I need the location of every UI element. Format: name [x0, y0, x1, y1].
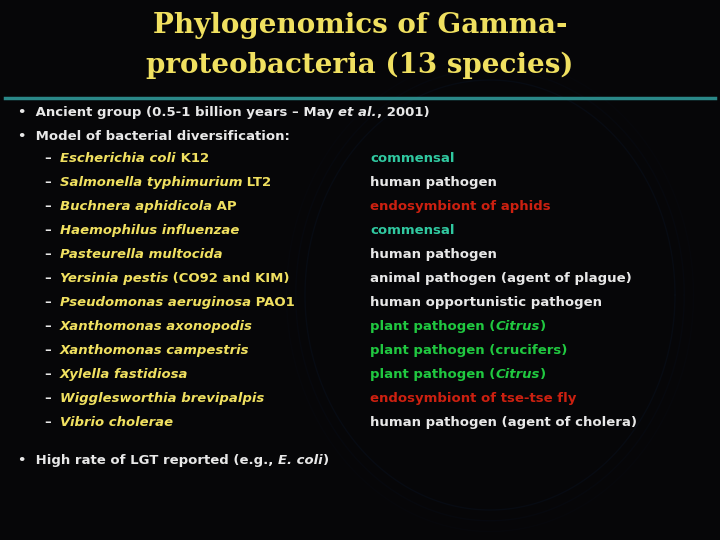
Text: –: –	[44, 368, 50, 381]
Text: E. coli: E. coli	[278, 454, 323, 467]
Text: –: –	[44, 152, 50, 165]
Text: (CO92 and KIM): (CO92 and KIM)	[168, 272, 290, 285]
Text: ): )	[323, 454, 329, 467]
Text: , 2001): , 2001)	[377, 106, 430, 119]
Text: plant pathogen (: plant pathogen (	[370, 320, 495, 333]
Text: LT2: LT2	[243, 176, 271, 189]
Text: Buchnera aphidicola: Buchnera aphidicola	[60, 200, 212, 213]
Text: Xylella fastidiosa: Xylella fastidiosa	[60, 368, 189, 381]
Text: •  Model of bacterial diversification:: • Model of bacterial diversification:	[18, 130, 290, 143]
Text: proteobacteria (13 species): proteobacteria (13 species)	[146, 52, 574, 79]
Text: –: –	[44, 392, 50, 405]
Text: Salmonella typhimurium: Salmonella typhimurium	[60, 176, 243, 189]
Text: plant pathogen (crucifers): plant pathogen (crucifers)	[370, 344, 567, 357]
Text: Citrus: Citrus	[495, 320, 540, 333]
Text: plant pathogen (: plant pathogen (	[370, 368, 495, 381]
Text: Haemophilus influenzae: Haemophilus influenzae	[60, 224, 239, 237]
Text: Yersinia pestis: Yersinia pestis	[60, 272, 168, 285]
Text: human opportunistic pathogen: human opportunistic pathogen	[370, 296, 602, 309]
Text: AP: AP	[212, 200, 237, 213]
Text: human pathogen (agent of cholera): human pathogen (agent of cholera)	[370, 416, 637, 429]
Text: Citrus: Citrus	[495, 368, 540, 381]
Text: human pathogen: human pathogen	[370, 248, 497, 261]
Text: Wigglesworthia brevipalpis: Wigglesworthia brevipalpis	[60, 392, 264, 405]
Text: –: –	[44, 320, 50, 333]
Text: •  Ancient group (0.5-1 billion years – May: • Ancient group (0.5-1 billion years – M…	[18, 106, 338, 119]
Text: –: –	[44, 416, 50, 429]
Text: Escherichia coli: Escherichia coli	[60, 152, 176, 165]
Text: ): )	[540, 320, 546, 333]
Text: –: –	[44, 248, 50, 261]
Text: –: –	[44, 200, 50, 213]
Text: endosymbiont of aphids: endosymbiont of aphids	[370, 200, 551, 213]
Text: –: –	[44, 296, 50, 309]
Text: Xanthomonas campestris: Xanthomonas campestris	[60, 344, 250, 357]
Text: –: –	[44, 344, 50, 357]
Text: commensal: commensal	[370, 224, 454, 237]
Text: K12: K12	[176, 152, 209, 165]
Text: Vibrio cholerae: Vibrio cholerae	[60, 416, 173, 429]
Text: commensal: commensal	[370, 152, 454, 165]
Text: Pseudomonas aeruginosa: Pseudomonas aeruginosa	[60, 296, 251, 309]
Text: et al.: et al.	[338, 106, 377, 119]
Text: endosymbiont of tse-tse fly: endosymbiont of tse-tse fly	[370, 392, 577, 405]
Text: animal pathogen (agent of plague): animal pathogen (agent of plague)	[370, 272, 631, 285]
Text: human pathogen: human pathogen	[370, 176, 497, 189]
Text: ): )	[540, 368, 546, 381]
Text: Xanthomonas axonopodis: Xanthomonas axonopodis	[60, 320, 253, 333]
Text: –: –	[44, 224, 50, 237]
Text: –: –	[44, 176, 50, 189]
Text: Phylogenomics of Gamma-: Phylogenomics of Gamma-	[153, 12, 567, 39]
Text: PAO1: PAO1	[251, 296, 295, 309]
Text: •  High rate of LGT reported (e.g.,: • High rate of LGT reported (e.g.,	[18, 454, 278, 467]
Text: –: –	[44, 272, 50, 285]
Text: Pasteurella multocida: Pasteurella multocida	[60, 248, 222, 261]
